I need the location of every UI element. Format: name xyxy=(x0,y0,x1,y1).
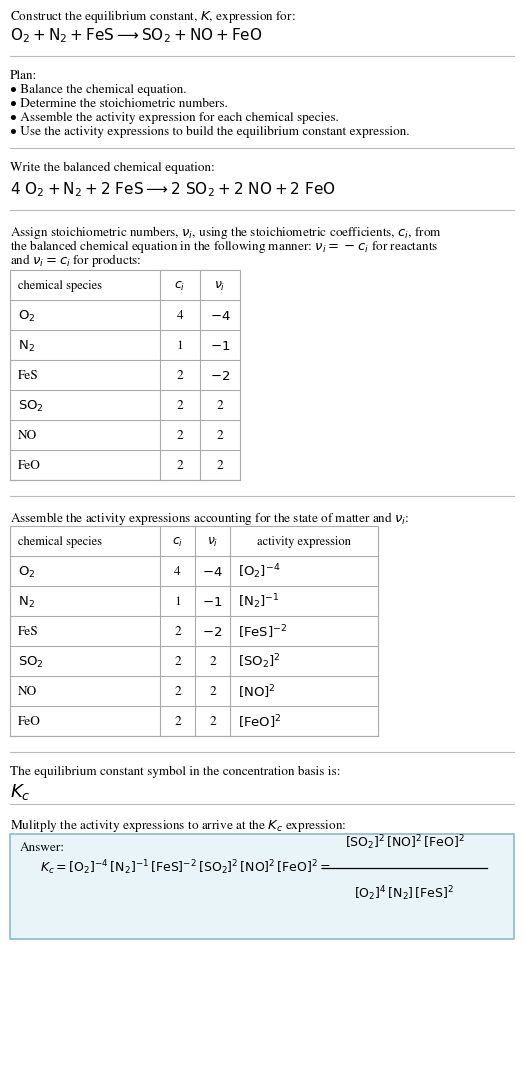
Text: Assign stoichiometric numbers, $\nu_i$, using the stoichiometric coefficients, $: Assign stoichiometric numbers, $\nu_i$, … xyxy=(10,224,442,241)
Text: $-4$: $-4$ xyxy=(202,565,223,578)
Text: Assemble the activity expressions accounting for the state of matter and $\nu_i$: Assemble the activity expressions accoun… xyxy=(10,510,410,527)
Text: $[\mathrm{N_2}]^{-1}$: $[\mathrm{N_2}]^{-1}$ xyxy=(238,592,279,612)
Text: FeS: FeS xyxy=(18,370,39,382)
Text: 2: 2 xyxy=(209,656,216,668)
Text: $\mathrm{N_2}$: $\mathrm{N_2}$ xyxy=(18,339,35,354)
Text: $[\mathrm{FeS}]^{-2}$: $[\mathrm{FeS}]^{-2}$ xyxy=(238,624,287,641)
Text: FeS: FeS xyxy=(18,626,39,638)
Text: $-2$: $-2$ xyxy=(202,626,223,639)
Text: Write the balanced chemical equation:: Write the balanced chemical equation: xyxy=(10,162,215,175)
Text: $[\mathrm{O_2}]^{-4}$: $[\mathrm{O_2}]^{-4}$ xyxy=(238,562,280,582)
Text: $\mathrm{N_2}$: $\mathrm{N_2}$ xyxy=(18,595,35,610)
Text: • Determine the stoichiometric numbers.: • Determine the stoichiometric numbers. xyxy=(10,98,228,110)
Text: 2: 2 xyxy=(174,686,181,698)
Text: 2: 2 xyxy=(174,656,181,668)
Text: 4: 4 xyxy=(174,566,181,578)
Text: $c_i$: $c_i$ xyxy=(174,279,185,292)
Text: $K_c = [\mathrm{O_2}]^{-4}\,[\mathrm{N_2}]^{-1}\,[\mathrm{FeS}]^{-2}\,[\mathrm{S: $K_c = [\mathrm{O_2}]^{-4}\,[\mathrm{N_2… xyxy=(40,859,331,877)
Text: 1: 1 xyxy=(177,340,183,352)
Text: 2: 2 xyxy=(177,460,183,472)
Text: $c_i$: $c_i$ xyxy=(172,535,183,548)
Text: FeO: FeO xyxy=(18,460,41,472)
Text: 2: 2 xyxy=(177,370,183,382)
Text: $[\mathrm{O_2}]^4\,[\mathrm{N_2}]\,[\mathrm{FeS}]^2$: $[\mathrm{O_2}]^4\,[\mathrm{N_2}]\,[\mat… xyxy=(354,884,455,903)
Text: $\mathrm{4\ O_2 + N_2 + 2\ FeS} \longrightarrow \mathrm{2\ SO_2 + 2\ NO + 2\ FeO: $\mathrm{4\ O_2 + N_2 + 2\ FeS} \longrig… xyxy=(10,180,336,199)
Text: $[\mathrm{SO_2}]^2\,[\mathrm{NO}]^2\,[\mathrm{FeO}]^2$: $[\mathrm{SO_2}]^2\,[\mathrm{NO}]^2\,[\m… xyxy=(345,833,464,852)
Text: $-1$: $-1$ xyxy=(202,596,223,609)
Text: $\mathrm{SO_2}$: $\mathrm{SO_2}$ xyxy=(18,655,44,670)
Text: • Balance the chemical equation.: • Balance the chemical equation. xyxy=(10,84,187,96)
Text: 2: 2 xyxy=(216,400,223,412)
Text: and $\nu_i = c_i$ for products:: and $\nu_i = c_i$ for products: xyxy=(10,252,141,269)
Text: $\mathrm{O_2}$: $\mathrm{O_2}$ xyxy=(18,309,36,324)
Text: NO: NO xyxy=(18,431,37,442)
Text: $-1$: $-1$ xyxy=(210,340,230,353)
Text: 2: 2 xyxy=(174,626,181,638)
Text: $-4$: $-4$ xyxy=(210,310,231,323)
Text: 2: 2 xyxy=(177,400,183,412)
Text: Answer:: Answer: xyxy=(20,842,65,853)
Text: $K_c$: $K_c$ xyxy=(10,782,30,802)
Text: $[\mathrm{FeO}]^{2}$: $[\mathrm{FeO}]^{2}$ xyxy=(238,713,281,730)
Text: $\mathrm{O_2 + N_2 + FeS} \longrightarrow \mathrm{SO_2 + NO + FeO}$: $\mathrm{O_2 + N_2 + FeS} \longrightarro… xyxy=(10,26,263,44)
Text: $[\mathrm{SO_2}]^{2}$: $[\mathrm{SO_2}]^{2}$ xyxy=(238,653,280,671)
Text: 2: 2 xyxy=(174,716,181,728)
Text: 2: 2 xyxy=(216,460,223,472)
Text: $[\mathrm{NO}]^{2}$: $[\mathrm{NO}]^{2}$ xyxy=(238,683,276,700)
Text: The equilibrium constant symbol in the concentration basis is:: The equilibrium constant symbol in the c… xyxy=(10,766,341,778)
Text: activity expression: activity expression xyxy=(257,536,351,548)
Text: $\mathrm{SO_2}$: $\mathrm{SO_2}$ xyxy=(18,398,44,413)
Text: 2: 2 xyxy=(216,431,223,442)
Text: Mulitply the activity expressions to arrive at the $K_c$ expression:: Mulitply the activity expressions to arr… xyxy=(10,818,346,834)
Text: FeO: FeO xyxy=(18,716,41,728)
Text: 4: 4 xyxy=(177,310,183,322)
Text: 1: 1 xyxy=(174,596,181,607)
Text: chemical species: chemical species xyxy=(18,279,102,292)
Text: the balanced chemical equation in the following manner: $\nu_i = -c_i$ for react: the balanced chemical equation in the fo… xyxy=(10,238,439,255)
Text: Construct the equilibrium constant, $K$, expression for:: Construct the equilibrium constant, $K$,… xyxy=(10,8,296,25)
Text: $\nu_i$: $\nu_i$ xyxy=(214,279,226,292)
Text: 2: 2 xyxy=(209,716,216,728)
Text: 2: 2 xyxy=(209,686,216,698)
Text: Plan:: Plan: xyxy=(10,70,37,82)
Text: $\mathrm{O_2}$: $\mathrm{O_2}$ xyxy=(18,564,36,579)
Text: 2: 2 xyxy=(177,431,183,442)
Text: NO: NO xyxy=(18,686,37,698)
Text: $-2$: $-2$ xyxy=(210,369,230,382)
Text: chemical species: chemical species xyxy=(18,536,102,548)
Text: • Assemble the activity expression for each chemical species.: • Assemble the activity expression for e… xyxy=(10,112,339,124)
Text: $\nu_i$: $\nu_i$ xyxy=(207,535,218,548)
Text: • Use the activity expressions to build the equilibrium constant expression.: • Use the activity expressions to build … xyxy=(10,126,409,138)
